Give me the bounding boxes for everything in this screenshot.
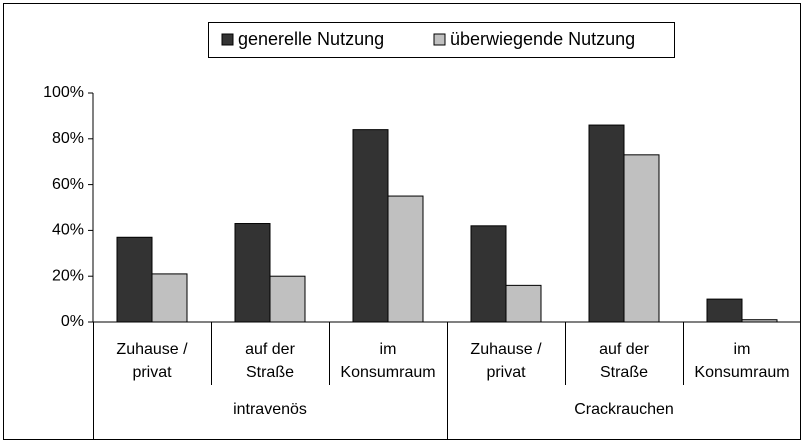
y-tick-label: 80% bbox=[52, 130, 84, 147]
y-tick-label: 40% bbox=[52, 222, 84, 239]
group-label: intravenös bbox=[233, 401, 307, 418]
x-tick-label: Straße bbox=[246, 364, 294, 381]
legend-swatch bbox=[221, 33, 234, 46]
y-tick-label: 20% bbox=[52, 267, 84, 284]
y-tick-label: 100% bbox=[43, 84, 84, 101]
x-tick-label: auf der bbox=[245, 341, 295, 358]
y-tick-label: 60% bbox=[52, 176, 84, 193]
bar bbox=[588, 124, 625, 323]
x-tick-label: auf der bbox=[599, 341, 649, 358]
x-tick-label: im bbox=[380, 341, 397, 358]
x-tick-label: privat bbox=[486, 364, 526, 381]
bar bbox=[352, 129, 389, 323]
legend-label: generelle Nutzung bbox=[238, 29, 384, 49]
x-tick-label: Straße bbox=[600, 364, 648, 381]
x-tick-label: im bbox=[734, 341, 751, 358]
x-tick-label: Konsumraum bbox=[694, 364, 789, 381]
legend-label: überwiegende Nutzung bbox=[450, 29, 635, 49]
y-tick-label: 0% bbox=[61, 313, 84, 330]
x-tick-label: Konsumraum bbox=[340, 364, 435, 381]
x-tick-label: Zuhause / bbox=[116, 341, 188, 358]
bar bbox=[116, 236, 153, 323]
bar bbox=[623, 154, 660, 323]
legend-swatch bbox=[433, 33, 446, 46]
x-tick-label: privat bbox=[132, 364, 172, 381]
bar bbox=[151, 273, 188, 323]
bar bbox=[706, 298, 743, 323]
bar bbox=[234, 223, 271, 323]
bar bbox=[470, 225, 507, 323]
group-label: Crackrauchen bbox=[574, 401, 674, 418]
x-tick-label: Zuhause / bbox=[470, 341, 542, 358]
bar bbox=[387, 195, 424, 323]
bar bbox=[269, 275, 306, 323]
bar bbox=[505, 284, 542, 323]
